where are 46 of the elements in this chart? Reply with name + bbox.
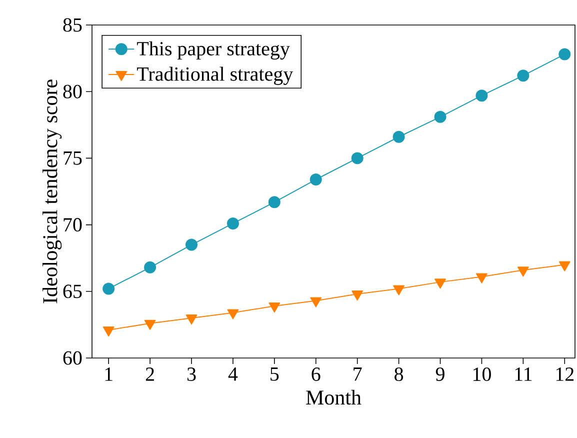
x-tick-label: 5: [270, 368, 279, 381]
legend-label: This paper strategy: [137, 41, 290, 60]
point: [476, 90, 488, 102]
point: [393, 285, 404, 296]
point: [186, 314, 198, 325]
point: [268, 196, 280, 208]
point: [352, 290, 364, 301]
point: [310, 174, 322, 186]
point: [144, 320, 156, 330]
point: [102, 326, 114, 337]
y-tick-label: 85: [63, 18, 82, 32]
point: [268, 302, 280, 313]
x-tick-label: 10: [473, 368, 491, 382]
x-tick-label: 4: [228, 368, 238, 381]
point: [517, 266, 529, 277]
point: [227, 309, 239, 320]
point: [434, 110, 446, 123]
x-tick-label: 1: [105, 368, 112, 381]
y-tick-label: 80: [63, 84, 82, 98]
point: [392, 130, 405, 143]
y-tick-label: 70: [64, 218, 82, 232]
point: [351, 152, 364, 164]
x-tick-label: 3: [187, 368, 196, 381]
y-tick-label: 65: [63, 284, 82, 298]
x-tick-label: 2: [146, 368, 154, 381]
point: [102, 282, 115, 295]
x-tick-label: 7: [354, 368, 362, 381]
y-tick-label: 75: [64, 152, 82, 165]
point: [558, 48, 571, 60]
y-axis-title: Ideological tendency score: [42, 80, 62, 304]
x-tick-label: 9: [436, 368, 444, 381]
x-tick-label: 11: [515, 368, 532, 381]
point: [476, 273, 488, 284]
point: [144, 261, 156, 274]
point: [186, 238, 198, 251]
point: [517, 70, 530, 82]
point: [434, 278, 446, 289]
x-axis-title: Month: [306, 390, 362, 405]
x-tick-label: 6: [312, 368, 320, 381]
x-tick-label: 12: [556, 368, 574, 381]
legend-label: Traditional strategy: [137, 66, 294, 85]
point: [558, 261, 570, 272]
y-tick-label: 60: [63, 351, 82, 365]
point: [310, 297, 322, 308]
x-tick-label: 8: [394, 368, 404, 382]
point: [226, 217, 239, 230]
